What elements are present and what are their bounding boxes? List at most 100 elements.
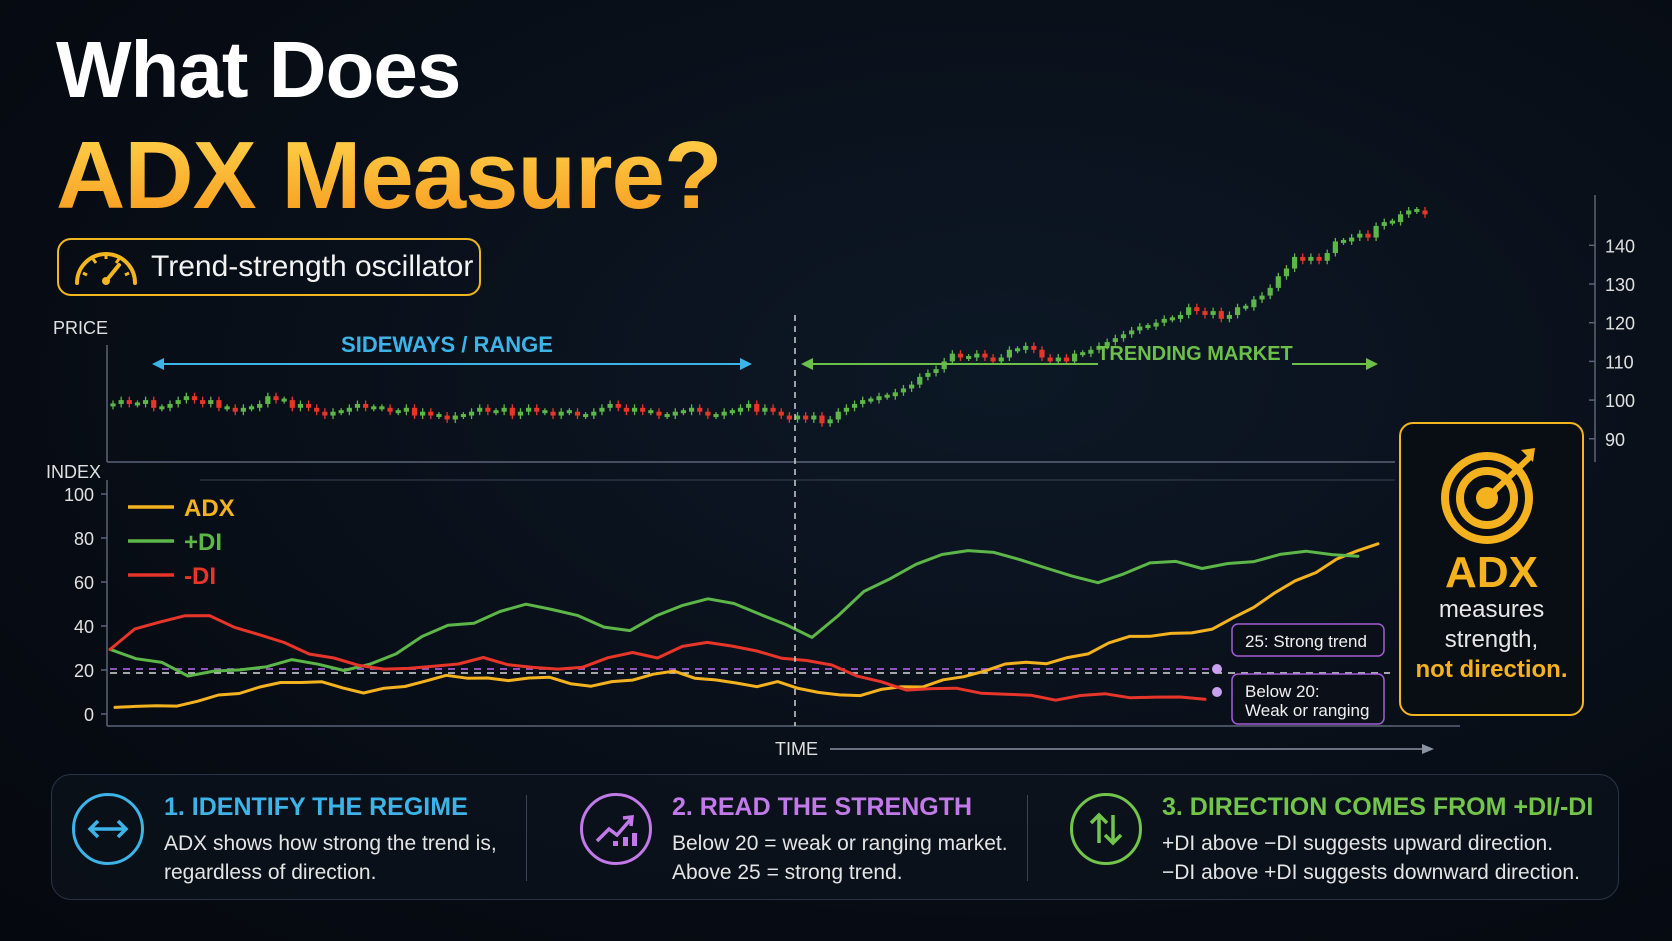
candle bbox=[1006, 346, 1012, 362]
candle bbox=[860, 396, 866, 408]
candle bbox=[835, 408, 841, 423]
candle bbox=[1031, 342, 1037, 354]
candle-body bbox=[1234, 307, 1241, 315]
candle-body bbox=[183, 396, 189, 401]
candle bbox=[151, 396, 157, 412]
candle bbox=[729, 408, 735, 416]
candle bbox=[338, 408, 344, 416]
card-3-title: 3. DIRECTION COMES FROM +DI/-DI bbox=[1162, 793, 1594, 821]
candle-body bbox=[884, 394, 890, 398]
candle bbox=[526, 404, 532, 416]
threshold-20-box bbox=[1231, 673, 1385, 725]
candle bbox=[778, 408, 784, 420]
price-tick-label: 130 bbox=[1605, 275, 1635, 295]
adx-summary-title: ADX bbox=[1445, 548, 1538, 597]
candle-body bbox=[1218, 311, 1224, 319]
index-tick-label: 100 bbox=[64, 485, 94, 505]
candle bbox=[770, 404, 776, 416]
candle bbox=[1340, 237, 1347, 245]
candle bbox=[566, 408, 572, 416]
candle bbox=[265, 392, 271, 408]
candle-body bbox=[599, 407, 605, 412]
candle-body bbox=[1186, 307, 1192, 315]
candle bbox=[949, 350, 955, 365]
index-tick-label: 80 bbox=[74, 529, 94, 549]
candle bbox=[1137, 323, 1143, 334]
candle-body bbox=[240, 407, 246, 412]
candle bbox=[827, 415, 833, 427]
candle bbox=[721, 408, 727, 420]
candle-body bbox=[1340, 239, 1347, 243]
candle bbox=[786, 412, 792, 423]
candle-body bbox=[1324, 253, 1330, 261]
adx-summary-line-2: strength, bbox=[1444, 626, 1539, 653]
candle bbox=[142, 396, 149, 408]
candle bbox=[550, 408, 556, 420]
candle-body bbox=[583, 414, 589, 418]
candle bbox=[1202, 307, 1208, 319]
candle bbox=[1161, 315, 1167, 327]
candle-body bbox=[1153, 322, 1159, 327]
candle bbox=[273, 392, 279, 404]
card-1-title: 1. IDENTIFY THE REGIME bbox=[164, 793, 468, 821]
candle-body bbox=[1202, 311, 1208, 315]
candle-body bbox=[175, 400, 181, 404]
candle bbox=[1267, 284, 1273, 300]
candle-body bbox=[134, 402, 141, 406]
candle-body bbox=[860, 400, 866, 404]
candle-body bbox=[851, 403, 858, 408]
candle bbox=[134, 400, 141, 408]
candle-body bbox=[1120, 334, 1127, 339]
legend: ADX +DI -DI bbox=[128, 495, 235, 590]
explanation-panel: 1. IDENTIFY THE REGIME ADX shows how str… bbox=[51, 774, 1619, 900]
double-arrow-icon bbox=[72, 793, 144, 865]
candle bbox=[248, 404, 255, 412]
candle bbox=[1406, 206, 1412, 218]
candle-body bbox=[876, 396, 882, 401]
candle-body bbox=[224, 406, 230, 410]
adx-summary-line-1: measures bbox=[1438, 596, 1545, 623]
candle bbox=[1414, 206, 1420, 214]
card-3-text-line-2: −DI above +DI suggests downward directio… bbox=[1162, 861, 1580, 884]
candle bbox=[379, 404, 385, 412]
candle-body bbox=[892, 392, 898, 397]
candle bbox=[1243, 303, 1249, 311]
candle bbox=[843, 404, 850, 416]
candle-body bbox=[151, 400, 157, 408]
candle-body bbox=[1071, 353, 1078, 362]
candle-body bbox=[534, 407, 540, 412]
series-di-line bbox=[108, 614, 1207, 702]
candle-body bbox=[1349, 237, 1355, 242]
candle-body bbox=[338, 410, 344, 414]
candle bbox=[974, 350, 980, 362]
candle-body bbox=[1283, 268, 1290, 277]
candle bbox=[1096, 342, 1102, 354]
candle-body bbox=[265, 396, 271, 404]
card-2-text-line-2: Above 25 = strong trend. bbox=[672, 861, 903, 884]
candle bbox=[428, 408, 434, 420]
candle bbox=[1210, 307, 1216, 319]
candle-body bbox=[721, 411, 727, 416]
candle-body bbox=[1169, 317, 1175, 321]
candle bbox=[118, 396, 124, 408]
candle bbox=[1104, 338, 1110, 350]
series-di-line bbox=[108, 549, 1360, 678]
candle-body bbox=[933, 369, 939, 373]
candle-body bbox=[1267, 287, 1273, 296]
candle bbox=[583, 412, 589, 420]
candle-body bbox=[615, 403, 621, 408]
card-2-text-line-1: Below 20 = weak or ranging market. bbox=[672, 832, 1008, 855]
candle bbox=[909, 381, 915, 392]
candle bbox=[640, 404, 646, 416]
trending-arrow-right bbox=[1366, 358, 1378, 370]
candle bbox=[403, 404, 409, 416]
candle-body bbox=[501, 407, 507, 412]
candle-body bbox=[1251, 299, 1257, 308]
candle bbox=[1308, 253, 1314, 265]
candle bbox=[493, 408, 499, 416]
candle-body bbox=[1243, 305, 1249, 309]
candle bbox=[330, 408, 336, 420]
candle-body bbox=[379, 406, 385, 410]
candle bbox=[672, 408, 678, 420]
candle-body bbox=[998, 357, 1004, 362]
